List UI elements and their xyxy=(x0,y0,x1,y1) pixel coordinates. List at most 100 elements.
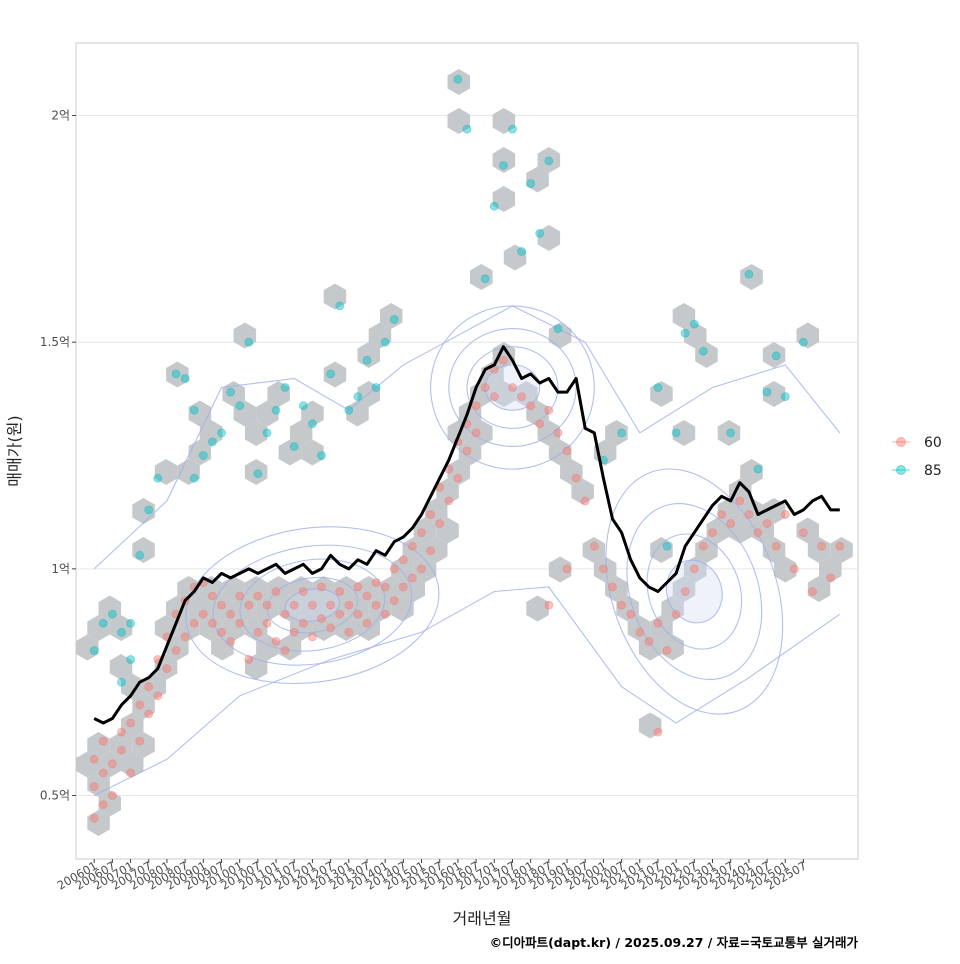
hexbin-cell xyxy=(233,595,257,622)
hexbin-cell xyxy=(683,322,707,349)
point-60 xyxy=(162,664,172,673)
hexbin-cell xyxy=(98,751,121,778)
point-60 xyxy=(171,646,181,655)
hexbin-cell xyxy=(470,420,493,446)
hexbin-cell xyxy=(638,712,662,739)
point-60 xyxy=(344,627,354,637)
y-tick-label: 0.5억 xyxy=(40,789,70,803)
point-85 xyxy=(317,451,326,460)
hexbin-cell xyxy=(132,537,155,563)
point-85 xyxy=(517,247,526,256)
y-tick-label: 2억 xyxy=(51,109,70,123)
point-60 xyxy=(135,700,145,710)
point-85 xyxy=(617,428,626,438)
density-contour xyxy=(185,526,440,685)
hexbin-cell xyxy=(593,556,617,583)
point-85 xyxy=(371,383,381,392)
hexbin-cell xyxy=(729,478,752,505)
point-60 xyxy=(771,541,781,551)
point-85 xyxy=(207,437,217,447)
point-60 xyxy=(671,609,681,619)
point-85 xyxy=(271,405,281,415)
hexbin-cell xyxy=(492,381,516,407)
hexbin-cell xyxy=(695,537,718,563)
hexbin-cell xyxy=(819,556,842,583)
hexbin-cell xyxy=(211,595,234,622)
hexbin-cell xyxy=(177,576,200,602)
point-60 xyxy=(599,564,608,574)
point-85 xyxy=(699,346,708,356)
point-85 xyxy=(153,473,163,483)
hexbin-cell xyxy=(98,790,121,817)
x-axis-title: 거래년월 xyxy=(453,909,512,928)
point-85 xyxy=(198,451,208,460)
hexbin-cell xyxy=(695,342,718,368)
point-60 xyxy=(580,496,590,506)
point-85 xyxy=(362,355,372,365)
point-60 xyxy=(435,519,445,528)
hexbin-cell xyxy=(166,361,189,388)
point-85 xyxy=(135,550,145,560)
hexbin-cell xyxy=(222,576,245,602)
point-60 xyxy=(226,609,236,619)
hexbin-cell xyxy=(391,556,414,583)
point-60 xyxy=(398,582,408,592)
legend: 60 85 xyxy=(892,435,942,479)
point-85 xyxy=(253,469,263,479)
point-60 xyxy=(544,405,554,415)
point-60 xyxy=(289,600,299,610)
legend-key-point xyxy=(896,465,906,475)
hexbin-cell xyxy=(278,634,302,661)
y-tick-label: 1억 xyxy=(51,562,70,576)
point-60 xyxy=(398,555,408,565)
density-contour xyxy=(646,533,743,650)
hexbin-cell xyxy=(458,439,482,466)
point-85 xyxy=(326,369,336,379)
point-60 xyxy=(526,401,536,411)
point-85 xyxy=(726,428,736,438)
point-60 xyxy=(117,727,126,737)
point-60 xyxy=(317,582,326,592)
point-60 xyxy=(89,782,99,791)
point-85 xyxy=(217,428,226,438)
point-60 xyxy=(135,736,145,746)
point-60 xyxy=(144,709,154,719)
point-60 xyxy=(708,528,717,537)
point-60 xyxy=(699,541,708,551)
point-85 xyxy=(226,387,236,397)
point-60 xyxy=(826,573,836,583)
hexbin-cell xyxy=(166,634,189,661)
hexbin-cell xyxy=(132,732,155,758)
point-60 xyxy=(562,564,572,574)
hexbin-cell xyxy=(301,595,324,622)
point-60 xyxy=(189,618,199,628)
density-contour xyxy=(448,328,577,448)
source-caption: ©디아파트(dapt.kr) / 2025.09.27 / 자료=국토교통부 실… xyxy=(490,935,859,950)
point-60 xyxy=(126,718,136,728)
point-85 xyxy=(126,655,136,664)
point-60 xyxy=(735,496,745,506)
point-60 xyxy=(444,496,454,506)
point-60 xyxy=(417,564,426,574)
point-60 xyxy=(317,614,326,624)
point-60 xyxy=(626,609,636,619)
point-60 xyxy=(835,541,845,551)
point-85 xyxy=(553,324,563,334)
point-60 xyxy=(126,768,136,778)
point-60 xyxy=(89,813,99,823)
hexbin-cell xyxy=(503,244,527,271)
point-60 xyxy=(307,632,317,642)
point-60 xyxy=(417,528,426,537)
hexbin-cell xyxy=(436,478,459,505)
point-60 xyxy=(480,383,490,392)
hexbin-cell xyxy=(199,615,223,641)
point-60 xyxy=(517,392,526,402)
point-60 xyxy=(226,637,236,646)
point-85 xyxy=(799,337,808,347)
hexbin-cell xyxy=(289,576,313,602)
point-60 xyxy=(217,627,226,637)
point-60 xyxy=(644,637,654,646)
legend-label: 85 xyxy=(924,463,942,479)
point-85 xyxy=(244,337,254,347)
